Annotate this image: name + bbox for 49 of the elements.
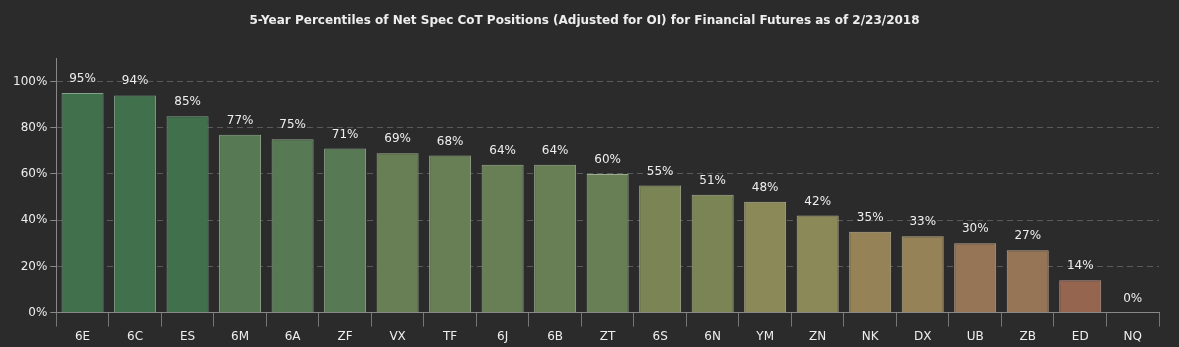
x-tick-label: 6B xyxy=(547,328,564,343)
data-label: 42% xyxy=(804,193,832,208)
y-tick-label: 100% xyxy=(12,73,48,88)
data-label: 48% xyxy=(751,179,779,194)
data-label: 0% xyxy=(1123,290,1143,305)
x-tick-label: ZT xyxy=(599,328,617,343)
x-tick-label: TF xyxy=(442,328,458,343)
data-label: 85% xyxy=(174,94,201,109)
x-tick-label: 6S xyxy=(652,328,668,343)
y-tick-label: 0% xyxy=(28,304,48,319)
x-tick-label: ZN xyxy=(809,328,827,343)
y-tick-label: 40% xyxy=(20,212,48,227)
data-label: 51% xyxy=(699,172,727,187)
x-tick-label: ZF xyxy=(337,328,353,343)
data-label: 75% xyxy=(279,117,306,132)
x-tick-label: 6C xyxy=(127,328,144,343)
data-label: 33% xyxy=(909,214,937,229)
x-tick-label: 6J xyxy=(497,328,509,343)
y-tick-label: 20% xyxy=(20,258,48,273)
data-label: 64% xyxy=(489,142,516,157)
x-tick-label: 6E xyxy=(74,328,91,343)
x-tick-label: YM xyxy=(755,328,775,343)
x-tick-label: ED xyxy=(1071,328,1089,343)
y-tick-label: 60% xyxy=(20,166,48,181)
data-label: 77% xyxy=(226,112,254,127)
x-tick-label: ES xyxy=(179,328,196,343)
x-tick-label: NK xyxy=(861,328,880,343)
x-tick-label: 6A xyxy=(284,328,302,343)
data-label: 95% xyxy=(69,71,96,86)
data-label: 60% xyxy=(594,152,621,167)
data-label: 68% xyxy=(436,133,464,148)
x-tick-label: UB xyxy=(966,328,984,343)
x-tick-label: VX xyxy=(389,328,406,343)
x-tick-label: NQ xyxy=(1123,328,1142,343)
data-label: 71% xyxy=(331,126,359,141)
data-label: 14% xyxy=(1066,258,1094,273)
chart-title: 5-Year Percentiles of Net Spec CoT Positions (Adjusted for OI) for Financial Futures as of 2/23/2018 xyxy=(249,13,920,28)
data-label: 69% xyxy=(384,131,411,146)
data-label: 35% xyxy=(856,209,884,224)
data-label: 27% xyxy=(1014,228,1042,243)
x-tick-label: 6M xyxy=(231,328,250,343)
data-label: 94% xyxy=(121,73,149,88)
data-label: 55% xyxy=(646,163,674,178)
data-label: 30% xyxy=(961,221,989,236)
x-tick-label: DX xyxy=(913,328,932,343)
y-tick-label: 80% xyxy=(20,119,48,134)
x-tick-label: 6N xyxy=(704,328,721,343)
x-tick-label: ZB xyxy=(1019,328,1036,343)
data-label: 64% xyxy=(541,142,569,157)
